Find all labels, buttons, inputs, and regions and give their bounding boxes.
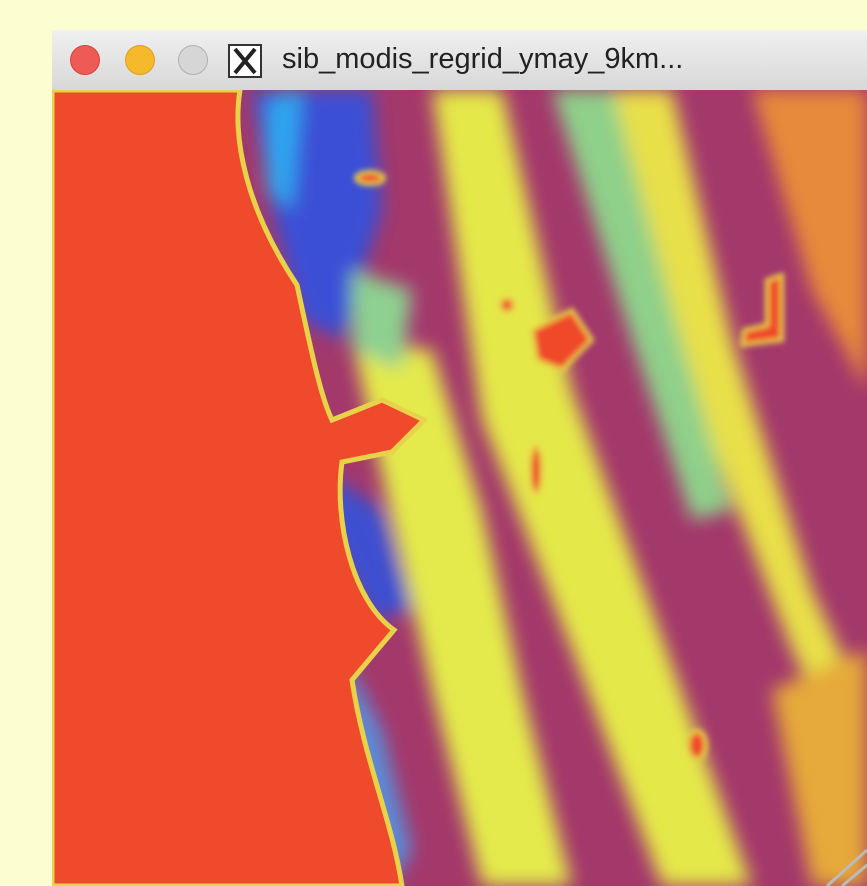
close-button[interactable] [70, 45, 100, 75]
x11-window: sib_modis_regrid_ymay_9km... [52, 30, 867, 886]
zoom-button[interactable] [178, 45, 208, 75]
x11-icon [228, 44, 262, 78]
page: sib_modis_regrid_ymay_9km... [0, 0, 867, 886]
window-title: sib_modis_regrid_ymay_9km... [282, 43, 683, 76]
map-image [52, 90, 867, 886]
title-bar: sib_modis_regrid_ymay_9km... [52, 30, 867, 91]
minimize-button[interactable] [125, 45, 155, 75]
